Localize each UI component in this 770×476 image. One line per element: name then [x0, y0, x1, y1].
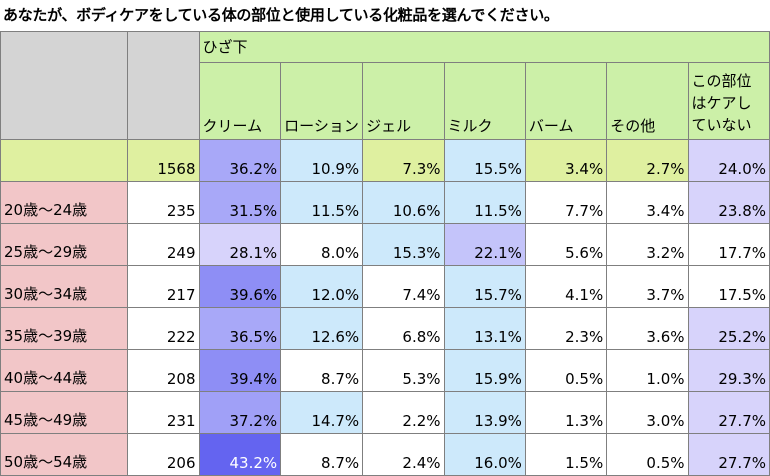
- table-row: 40歳〜44歳 208 39.4% 8.7% 5.3% 15.9% 0.5% 1.0% 29.3…: [0, 349, 770, 392]
- total-row: 1568 36.2% 10.9% 7.3% 15.5% 3.4% 2.7% 24.0%: [0, 139, 770, 182]
- value-cell: 15.5%: [443, 139, 526, 182]
- row-label: 30歳〜34歳: [0, 265, 129, 308]
- value-cell: 37.2%: [198, 391, 282, 434]
- value-cell: 24.0%: [687, 139, 770, 182]
- value-cell: 5.6%: [524, 223, 608, 266]
- value-cell: 3.7%: [606, 265, 689, 308]
- value-cell: 23.8%: [687, 181, 770, 224]
- value-cell: 8.7%: [280, 349, 364, 392]
- value-cell: 39.6%: [198, 265, 282, 308]
- row-label: [0, 139, 129, 182]
- row-label: 25歳〜29歳: [0, 223, 129, 266]
- row-count: 217: [127, 265, 200, 308]
- row-count: 222: [127, 307, 200, 350]
- column-header-3: ミルク: [443, 62, 526, 140]
- value-cell: 11.5%: [280, 181, 364, 224]
- corner-cell: [0, 31, 129, 140]
- value-cell: 3.2%: [606, 223, 689, 266]
- value-cell: 2.7%: [606, 139, 689, 182]
- value-cell: 7.3%: [362, 139, 445, 182]
- page-title: あなたが、ボディケアをしている体の部位と使用している化粧品を選んでください。: [3, 6, 559, 24]
- value-cell: 15.7%: [443, 265, 526, 308]
- value-cell: 39.4%: [198, 349, 282, 392]
- value-cell: 4.1%: [524, 265, 608, 308]
- value-cell: 5.3%: [362, 349, 445, 392]
- group-header-row: ひざ下: [0, 31, 770, 140]
- row-count: 231: [127, 391, 200, 434]
- row-count: 208: [127, 349, 200, 392]
- value-cell: 10.9%: [280, 139, 364, 182]
- row-label: 40歳〜44歳: [0, 349, 129, 392]
- table-row: 45歳〜49歳 231 37.2% 14.7% 2.2% 13.9% 1.3% 3.0% 27.…: [0, 391, 770, 434]
- value-cell: 15.3%: [362, 223, 445, 266]
- value-cell: 15.9%: [443, 349, 526, 392]
- column-header-6: この部位はケアしていない: [687, 62, 770, 140]
- value-cell: 3.6%: [606, 307, 689, 350]
- value-cell: 31.5%: [198, 181, 282, 224]
- value-cell: 8.0%: [280, 223, 364, 266]
- value-cell: 7.7%: [524, 181, 608, 224]
- value-cell: 11.5%: [443, 181, 526, 224]
- n-header-cell: [127, 31, 200, 140]
- column-header-row: クリーム ローション ジェル ミルク バーム その他 この部位はケアしていない: [1, 62, 770, 140]
- table-row: 30歳〜34歳 217 39.6% 12.0% 7.4% 15.7% 4.1% 3.7% 17.…: [0, 265, 770, 308]
- column-header-2: ジェル: [362, 62, 445, 140]
- column-header-0: クリーム: [198, 62, 282, 140]
- value-cell: 12.6%: [280, 307, 364, 350]
- row-count: 235: [127, 181, 200, 224]
- value-cell: 14.7%: [280, 391, 364, 434]
- data-table: ひざ下 クリーム ローション ジェル ミルク バーム その他 この部位はケアしていない 15…: [0, 31, 770, 476]
- table-row: 25歳〜29歳 249 28.1% 8.0% 15.3% 22.1% 5.6% 3.2% 17.…: [0, 223, 770, 266]
- value-cell: 3.4%: [524, 139, 608, 182]
- value-cell: 0.5%: [524, 349, 608, 392]
- value-cell: 7.4%: [362, 265, 445, 308]
- column-header-1: ローション: [280, 62, 364, 140]
- table-body: ひざ下 クリーム ローション ジェル ミルク バーム その他 この部位はケアしていない 15…: [0, 31, 770, 476]
- row-label: 35歳〜39歳: [0, 307, 129, 350]
- value-cell: 29.3%: [687, 349, 770, 392]
- value-cell: 13.9%: [443, 391, 526, 434]
- value-cell: 28.1%: [198, 223, 282, 266]
- value-cell: 3.0%: [606, 391, 689, 434]
- table-row: 20歳〜24歳 235 31.5% 11.5% 10.6% 11.5% 7.7% 3.4% 23…: [0, 181, 770, 224]
- group-header: ひざ下: [198, 31, 770, 63]
- value-cell: 17.7%: [687, 223, 770, 266]
- column-header-4: バーム: [524, 62, 608, 140]
- value-cell: 6.8%: [362, 307, 445, 350]
- value-cell: 12.0%: [280, 265, 364, 308]
- value-cell: 10.6%: [362, 181, 445, 224]
- value-cell: 25.2%: [687, 307, 770, 350]
- row-count: 1568: [127, 139, 200, 182]
- value-cell: 17.5%: [687, 265, 770, 308]
- value-cell: 3.4%: [606, 181, 689, 224]
- table-row: 35歳〜39歳 222 36.5% 12.6% 6.8% 13.1% 2.3% 3.6% 25.…: [0, 307, 770, 350]
- value-cell: 27.7%: [687, 391, 770, 434]
- value-cell: 22.1%: [443, 223, 526, 266]
- row-count: 249: [127, 223, 200, 266]
- value-cell: 1.0%: [606, 349, 689, 392]
- value-cell: 36.2%: [198, 139, 282, 182]
- value-cell: 2.3%: [524, 307, 608, 350]
- row-label: 45歳〜49歳: [0, 391, 129, 434]
- row-label: 20歳〜24歳: [0, 181, 129, 224]
- column-header-5: その他: [606, 62, 689, 140]
- value-cell: 2.2%: [362, 391, 445, 434]
- value-cell: 36.5%: [198, 307, 282, 350]
- value-cell: 13.1%: [443, 307, 526, 350]
- value-cell: 1.3%: [524, 391, 608, 434]
